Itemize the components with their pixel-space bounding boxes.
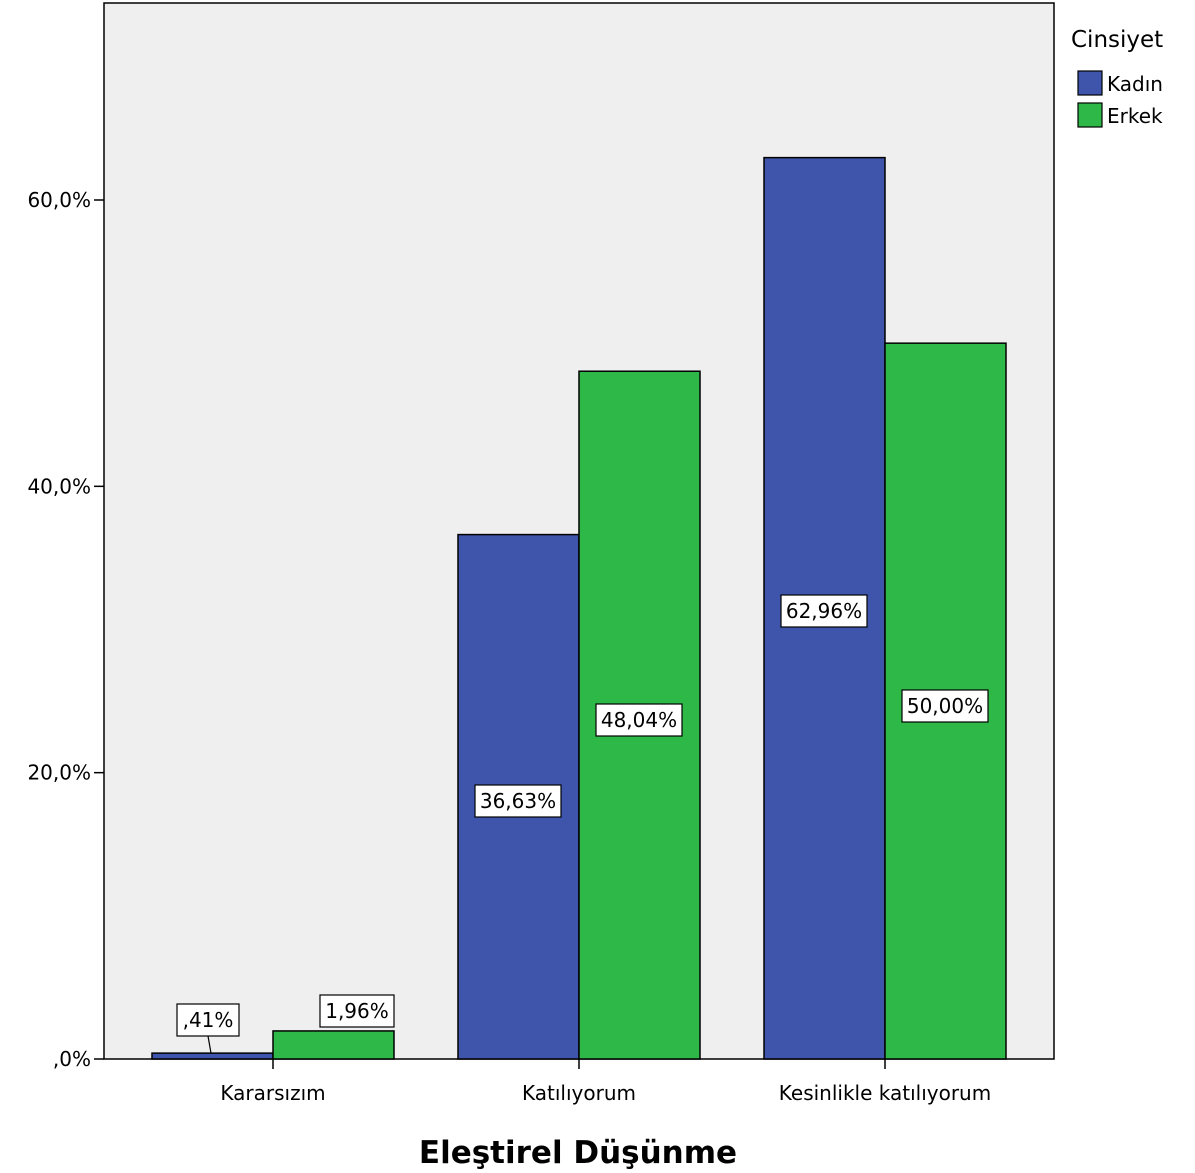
y-axis: ,0% 20,0% 40,0% 60,0% <box>27 188 104 1071</box>
legend-swatch <box>1077 102 1103 128</box>
data-label: 62,96% <box>786 599 862 623</box>
x-axis: Kararsızım Katılıyorum Kesinlikle katılıyo… <box>220 1059 991 1105</box>
data-labels: ,41% 1,96% 36,63% 48,04% 62,96% 50,00% <box>176 594 989 1054</box>
data-label-box <box>319 994 395 1028</box>
data-label-box <box>176 1003 240 1037</box>
legend-swatch <box>1077 70 1103 96</box>
data-label-box <box>595 703 683 737</box>
data-label-box <box>901 689 989 723</box>
bar-kadin <box>151 1052 274 1060</box>
bar-erkek <box>272 1030 395 1060</box>
y-tick-label: 60,0% <box>27 188 91 212</box>
y-tick-label: ,0% <box>53 1047 91 1071</box>
x-category-label: Kesinlikle katılıyorum <box>779 1081 991 1105</box>
x-category-label: Katılıyorum <box>522 1081 636 1105</box>
data-label: 1,96% <box>325 999 389 1023</box>
legend-title: Cinsiyet <box>1071 27 1163 53</box>
legend: Cinsiyet Kadın Erkek <box>1071 27 1163 128</box>
data-label: 36,63% <box>480 789 556 813</box>
y-tick-label: 40,0% <box>27 474 91 498</box>
data-label: 50,00% <box>907 694 983 718</box>
x-category-label: Kararsızım <box>220 1081 325 1105</box>
data-label: 48,04% <box>601 708 677 732</box>
y-tick-label: 20,0% <box>27 761 91 785</box>
data-label-box <box>780 594 868 628</box>
legend-item-label: Kadın <box>1107 72 1163 96</box>
data-label-leader <box>207 1035 212 1054</box>
legend-item-label: Erkek <box>1107 104 1163 128</box>
x-axis-title: Eleştirel Düşünme <box>419 1135 737 1171</box>
data-label: ,41% <box>183 1008 234 1032</box>
data-label-box <box>474 784 562 818</box>
